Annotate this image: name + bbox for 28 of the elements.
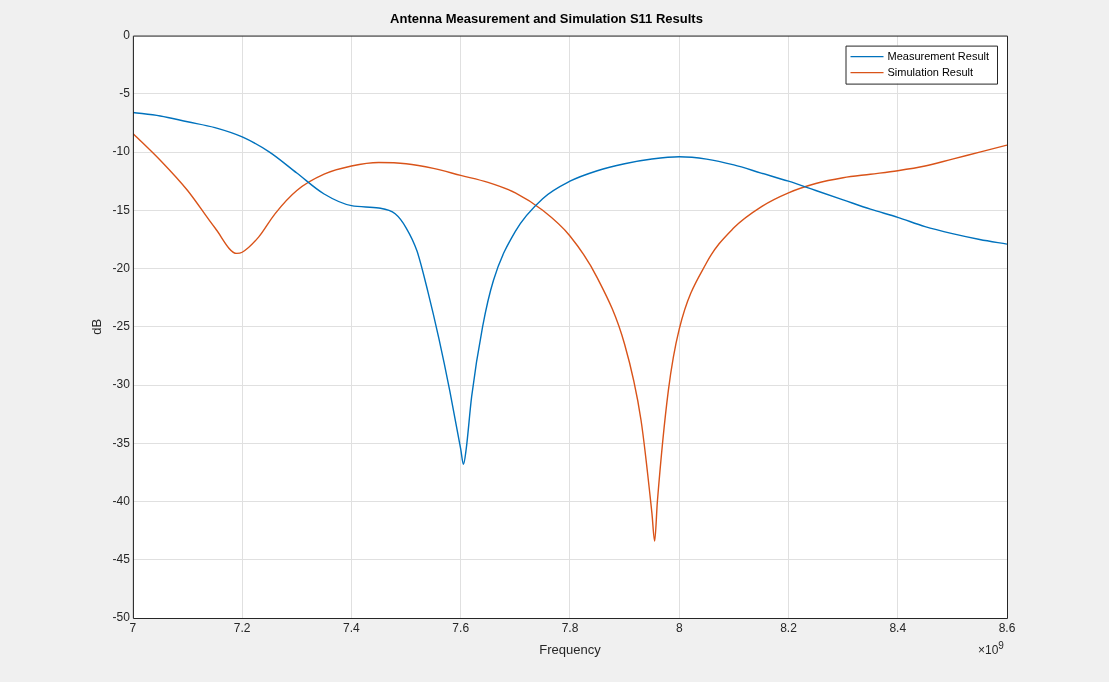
y-tick-label: -35 xyxy=(112,435,131,450)
legend-label: Simulation Result xyxy=(887,65,974,78)
y-tick-label: -15 xyxy=(112,202,131,217)
text: ×10$^{9}$ xyxy=(978,640,1004,657)
x-tick-label: 7.8 xyxy=(561,620,579,635)
x-tick-label: 7.6 xyxy=(452,620,470,635)
line-series xyxy=(132,111,1007,465)
y-tick-label: -40 xyxy=(112,493,131,508)
x-tick-label: 7.2 xyxy=(233,620,251,635)
y-tick-label: -25 xyxy=(112,319,131,334)
y-tick-label: -45 xyxy=(112,552,131,567)
chart-title: Antenna Measurement and Simulation S11 Results xyxy=(390,11,703,27)
y-tick-label: -50 xyxy=(112,610,131,625)
y-tick-label: 0 xyxy=(123,27,131,42)
legend-label: Measurement Result xyxy=(887,49,990,62)
x-tick-label: 8 xyxy=(675,620,683,635)
y-tick-label: -10 xyxy=(112,144,131,159)
y-tick-label: -20 xyxy=(112,260,131,275)
line-series xyxy=(132,132,1007,542)
x-tick-label: 7.4 xyxy=(343,620,361,635)
y-tick-label: -5 xyxy=(119,86,131,101)
y-axis-title: dB xyxy=(89,318,105,335)
y-tick-label: -30 xyxy=(112,377,131,392)
x-tick-label: 8.4 xyxy=(889,620,907,635)
x-tick-label: 8.6 xyxy=(998,620,1016,635)
x-tick-label: 7 xyxy=(129,620,137,635)
x-tick-label: 8.2 xyxy=(780,620,798,635)
x-axis-title: Frequency xyxy=(539,641,602,657)
